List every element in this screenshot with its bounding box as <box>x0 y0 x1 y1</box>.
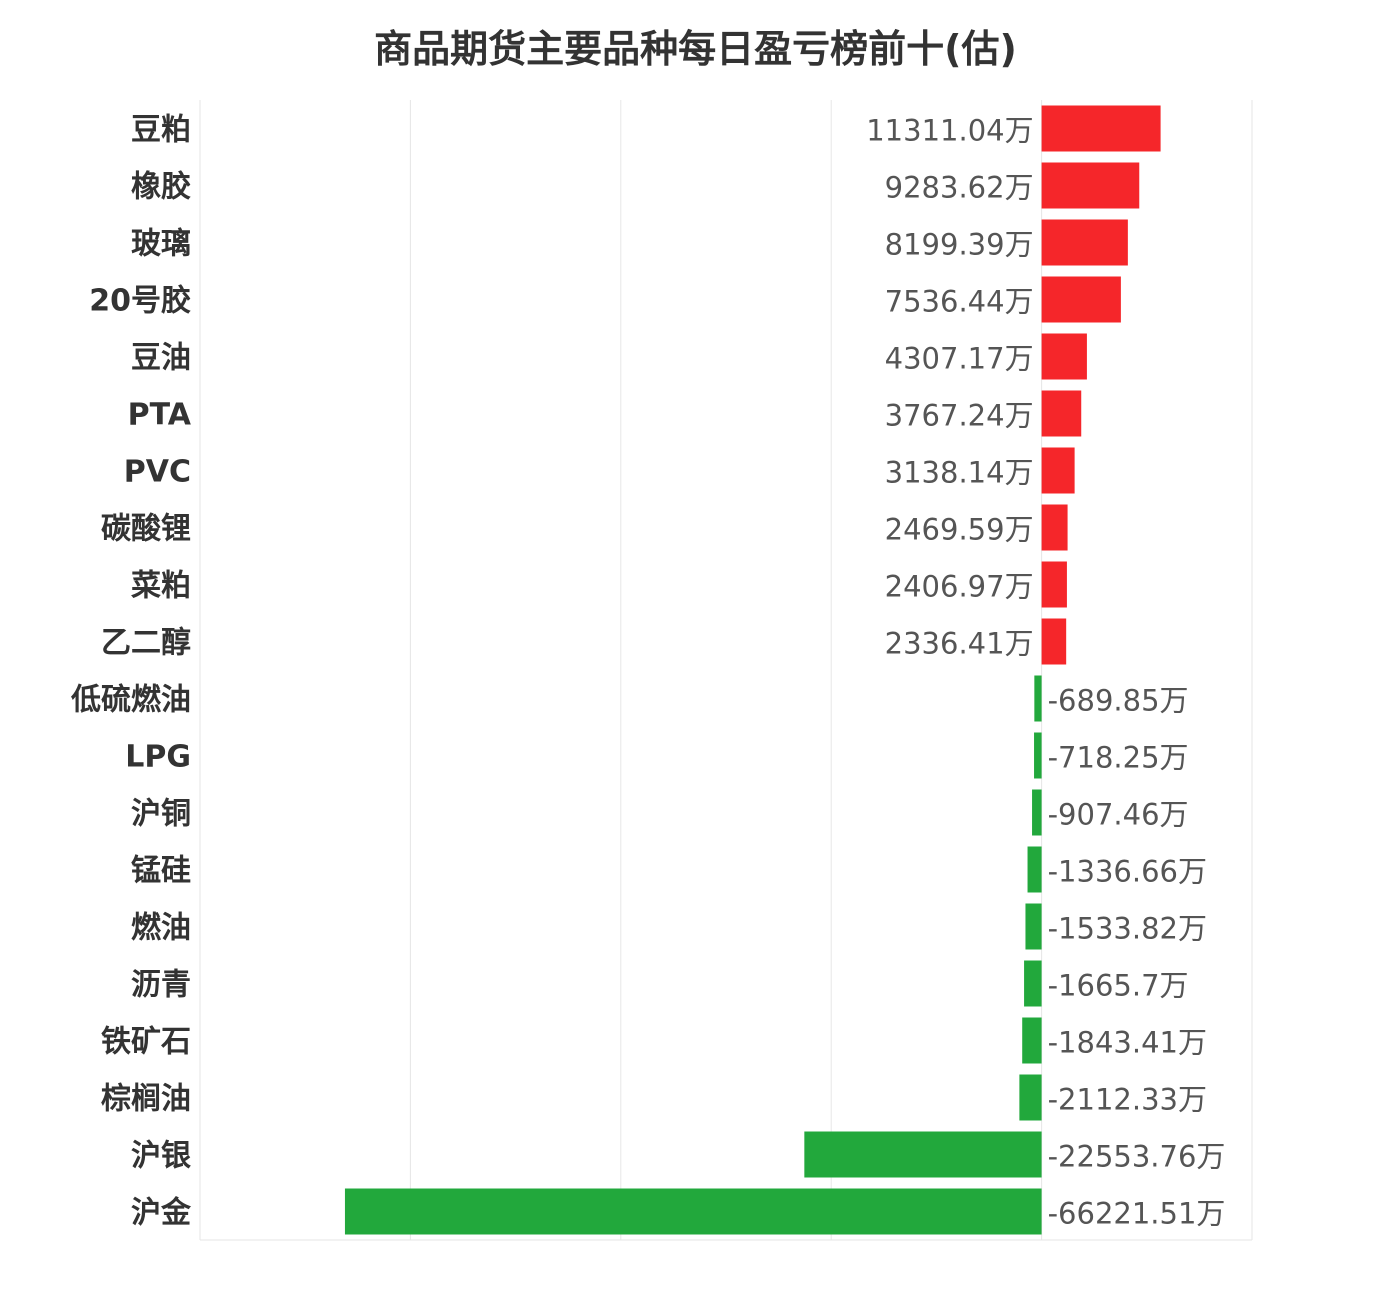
value-label: -1533.82万 <box>1048 912 1207 946</box>
bar-positive <box>1041 618 1067 665</box>
value-label: -689.85万 <box>1048 684 1189 718</box>
category-label: 低硫燃油 <box>70 683 191 718</box>
category-label: 沪金 <box>131 1196 192 1231</box>
category-label: 豆粕 <box>131 113 191 148</box>
category-label: 橡胶 <box>131 170 191 205</box>
category-label: 沪铜 <box>131 797 191 832</box>
bar-negative <box>1024 960 1042 1007</box>
value-label: 11311.04万 <box>866 114 1033 148</box>
category-label: 碳酸锂 <box>101 512 191 547</box>
category-label: 铁矿石 <box>101 1025 191 1060</box>
category-label: 棕榈油 <box>101 1082 191 1117</box>
bar-positive <box>1041 333 1087 380</box>
value-label: 8199.39万 <box>885 228 1034 262</box>
bar-negative <box>1025 903 1042 950</box>
category-label: 锰硅 <box>131 854 191 889</box>
bar-positive <box>1041 447 1075 494</box>
value-label: -1336.66万 <box>1048 855 1207 889</box>
bar-negative <box>1022 1017 1042 1064</box>
value-label: -718.25万 <box>1048 741 1189 775</box>
bar-negative <box>1034 732 1042 779</box>
bar-positive <box>1041 105 1161 152</box>
value-label: 2406.97万 <box>885 570 1034 604</box>
category-label: 沥青 <box>131 968 191 1003</box>
value-label: -22553.76万 <box>1048 1140 1226 1174</box>
bar-positive <box>1041 162 1140 209</box>
category-label: PTA <box>128 398 192 433</box>
value-label: -907.46万 <box>1048 798 1189 832</box>
value-label: -1843.41万 <box>1048 1026 1207 1060</box>
value-label: 7536.44万 <box>885 285 1034 319</box>
value-label: 2336.41万 <box>885 627 1034 661</box>
value-label: -1665.7万 <box>1048 969 1189 1003</box>
value-label: 9283.62万 <box>885 171 1034 205</box>
value-label: 3138.14万 <box>885 456 1034 490</box>
category-label: 菜粕 <box>131 569 191 604</box>
bar-negative <box>1032 789 1042 836</box>
bar-positive <box>1041 390 1082 437</box>
category-label: 乙二醇 <box>101 626 191 661</box>
category-label: LPG <box>125 740 191 775</box>
value-label: 2469.59万 <box>885 513 1034 547</box>
value-label: 4307.17万 <box>885 342 1034 376</box>
bar-negative <box>1034 675 1042 722</box>
bar-negative <box>1019 1074 1042 1121</box>
category-label: 沪银 <box>131 1139 191 1174</box>
category-label: 20号胶 <box>89 284 191 319</box>
value-label: 3767.24万 <box>885 399 1034 433</box>
bar-positive <box>1041 504 1068 551</box>
chart-title: 商品期货主要品种每日盈亏榜前十(估) <box>374 27 1017 71</box>
bar-positive <box>1041 276 1121 323</box>
bar-negative <box>1027 846 1042 893</box>
category-label: 燃油 <box>131 911 191 946</box>
bar-positive <box>1041 219 1128 266</box>
value-label: -2112.33万 <box>1048 1083 1207 1117</box>
value-label: -66221.51万 <box>1048 1197 1226 1231</box>
bar-positive <box>1041 561 1067 608</box>
category-label: PVC <box>124 455 191 490</box>
bar-negative <box>804 1131 1042 1178</box>
category-label: 玻璃 <box>131 227 191 262</box>
bar-negative <box>344 1188 1042 1235</box>
category-label: 豆油 <box>131 341 191 376</box>
